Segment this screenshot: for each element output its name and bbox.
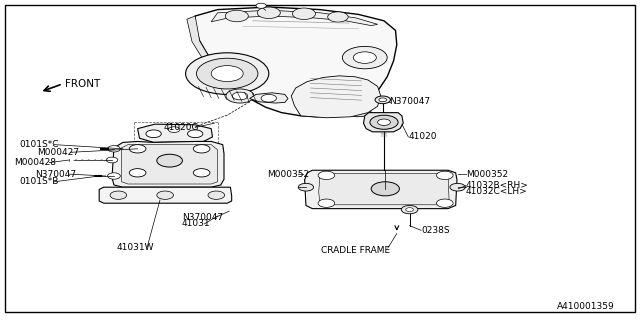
Text: N370047: N370047	[389, 97, 430, 106]
Text: 41032B<RH>: 41032B<RH>	[466, 181, 529, 190]
Text: 41031W: 41031W	[116, 243, 154, 252]
Text: 41032C<LH>: 41032C<LH>	[466, 188, 527, 196]
Circle shape	[106, 157, 118, 163]
Circle shape	[108, 146, 120, 152]
Circle shape	[436, 199, 453, 207]
Text: 0238S: 0238S	[421, 226, 450, 235]
Circle shape	[298, 183, 314, 191]
Text: FRONT: FRONT	[65, 79, 100, 89]
Circle shape	[226, 89, 254, 103]
Text: CRADLE FRAME: CRADLE FRAME	[321, 246, 390, 255]
Circle shape	[261, 94, 276, 102]
Circle shape	[129, 169, 146, 177]
Circle shape	[379, 98, 387, 102]
Circle shape	[157, 154, 182, 167]
Circle shape	[406, 208, 413, 212]
Circle shape	[342, 46, 387, 69]
Circle shape	[371, 182, 399, 196]
Polygon shape	[195, 7, 397, 117]
Circle shape	[232, 92, 248, 100]
Text: A410001359: A410001359	[557, 302, 614, 311]
Text: 0101S*B: 0101S*B	[19, 177, 59, 186]
Polygon shape	[305, 170, 457, 209]
Circle shape	[370, 115, 398, 129]
Circle shape	[110, 191, 127, 199]
Circle shape	[188, 130, 203, 138]
Polygon shape	[211, 10, 378, 26]
Text: 0101S*C: 0101S*C	[19, 140, 59, 149]
Polygon shape	[122, 145, 218, 184]
Circle shape	[401, 205, 418, 214]
Text: M000428: M000428	[14, 158, 56, 167]
Circle shape	[108, 173, 120, 179]
Text: N370047: N370047	[182, 213, 223, 222]
Circle shape	[257, 7, 280, 19]
Circle shape	[318, 199, 335, 207]
Polygon shape	[138, 124, 212, 142]
Circle shape	[208, 191, 225, 199]
Circle shape	[292, 8, 316, 20]
Polygon shape	[99, 187, 232, 203]
Polygon shape	[319, 173, 449, 205]
Text: M000352: M000352	[466, 170, 508, 179]
Circle shape	[375, 96, 390, 104]
Circle shape	[436, 171, 453, 180]
Circle shape	[450, 183, 465, 191]
Circle shape	[146, 130, 161, 138]
Polygon shape	[187, 16, 250, 99]
Circle shape	[193, 145, 210, 153]
Polygon shape	[364, 113, 403, 132]
Circle shape	[256, 3, 266, 8]
Polygon shape	[112, 141, 224, 187]
Text: 41020: 41020	[408, 132, 437, 141]
Polygon shape	[291, 76, 381, 118]
Circle shape	[225, 10, 248, 22]
Circle shape	[196, 58, 258, 89]
Text: 41031: 41031	[182, 220, 211, 228]
Circle shape	[318, 171, 335, 180]
Circle shape	[168, 127, 180, 132]
Circle shape	[378, 119, 390, 125]
Circle shape	[157, 191, 173, 199]
Text: M000427: M000427	[37, 148, 79, 157]
Text: M000352: M000352	[268, 170, 310, 179]
Polygon shape	[250, 93, 288, 103]
Circle shape	[186, 53, 269, 94]
Circle shape	[353, 52, 376, 63]
Polygon shape	[344, 106, 371, 117]
Circle shape	[193, 169, 210, 177]
Circle shape	[129, 145, 146, 153]
Circle shape	[211, 66, 243, 82]
Text: N370047: N370047	[35, 170, 76, 179]
Circle shape	[328, 12, 348, 22]
Text: 41020G: 41020G	[163, 123, 198, 132]
